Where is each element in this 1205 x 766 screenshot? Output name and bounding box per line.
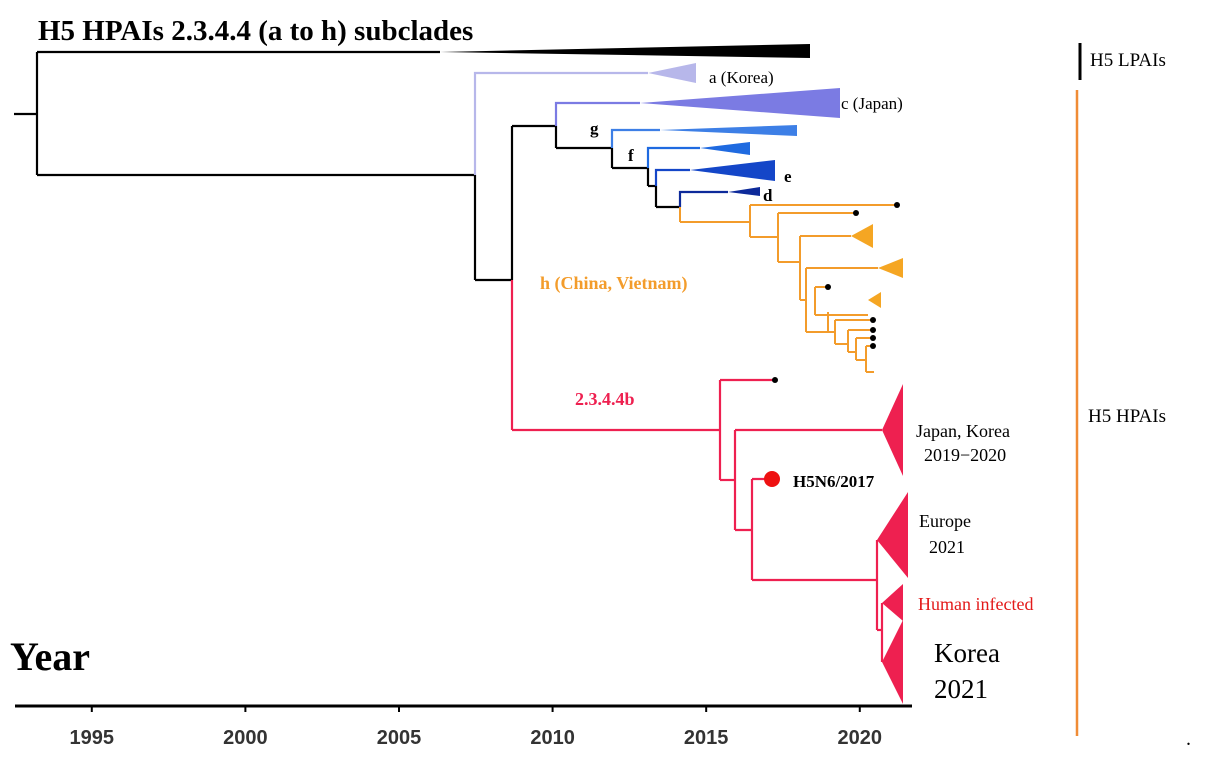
clade-a	[473, 63, 696, 175]
europe-wedge	[877, 492, 908, 578]
clade-c-wedge	[640, 88, 840, 118]
axis-tick-label-2005: 2005	[377, 727, 422, 749]
h5n6-2017-label: H5N6/2017	[793, 472, 875, 491]
human-infected-wedge	[882, 584, 903, 621]
axis-tick-label-2015: 2015	[684, 727, 729, 749]
clade-h	[679, 204, 897, 373]
europe-year-label: 2021	[929, 537, 965, 557]
japan-korea-wedge	[882, 384, 903, 476]
japan-korea-years-label: 2019−2020	[924, 445, 1006, 465]
clade-f-label: f	[628, 146, 634, 165]
clade-b-tip	[772, 377, 778, 383]
clade-f	[646, 142, 750, 168]
clade-f-wedge	[700, 142, 750, 155]
clade-g-label: g	[590, 119, 599, 138]
axis-tick-labels: 1995 2000 2005 2010 2015 2020	[70, 727, 882, 749]
japan-korea-label: Japan, Korea	[916, 421, 1010, 441]
lpai-label: H5 LPAIs	[1090, 50, 1166, 71]
clade-h-wedge-1	[851, 224, 873, 248]
clade-d-label: d	[763, 186, 773, 205]
clade-b	[510, 280, 884, 662]
axis-tick-label-2020: 2020	[838, 727, 883, 749]
clade-c	[554, 88, 840, 126]
hpai-label: H5 HPAIs	[1088, 406, 1166, 427]
clade-h-label: h (China, Vietnam)	[540, 273, 688, 294]
clade-b-label: 2.3.4.4b	[575, 389, 635, 409]
clade-e-label: e	[784, 167, 792, 186]
axis-tick-label-2000: 2000	[223, 727, 268, 749]
footnote-dot: .	[1186, 728, 1191, 750]
korea-year-label: 2021	[934, 674, 988, 704]
figure-title: H5 HPAIs 2.3.4.4 (a to h) subclades	[38, 15, 473, 47]
axis-tick-label-2010: 2010	[530, 727, 575, 749]
clade-a-wedge	[648, 63, 696, 83]
human-infected-label: Human infected	[918, 594, 1033, 614]
axis-title: Year	[10, 634, 90, 679]
clade-e	[654, 160, 775, 186]
clade-d	[678, 187, 760, 207]
axis-ticks	[90, 706, 861, 712]
backbone	[14, 50, 680, 282]
clade-h-tips	[825, 202, 900, 349]
clade-d-wedge	[728, 187, 760, 196]
clade-e-wedge	[690, 160, 775, 181]
korea-label: Korea	[934, 638, 1000, 668]
europe-label: Europe	[919, 511, 971, 531]
clade-b-wedges	[877, 384, 908, 704]
clade-g-wedge	[660, 125, 797, 136]
korea-wedge	[882, 620, 903, 704]
clade-h-wedge-2	[878, 258, 903, 278]
axis-tick-label-1995: 1995	[70, 727, 115, 749]
clade-h-wedges	[851, 224, 903, 308]
clade-a-label: a (Korea)	[709, 68, 774, 87]
clade-c-label: c (Japan)	[841, 94, 903, 113]
lpai-clade-wedge	[440, 44, 810, 58]
h5n6-2017-marker	[764, 471, 780, 487]
clade-h-wedge-3	[868, 292, 881, 308]
clade-g	[610, 125, 797, 148]
